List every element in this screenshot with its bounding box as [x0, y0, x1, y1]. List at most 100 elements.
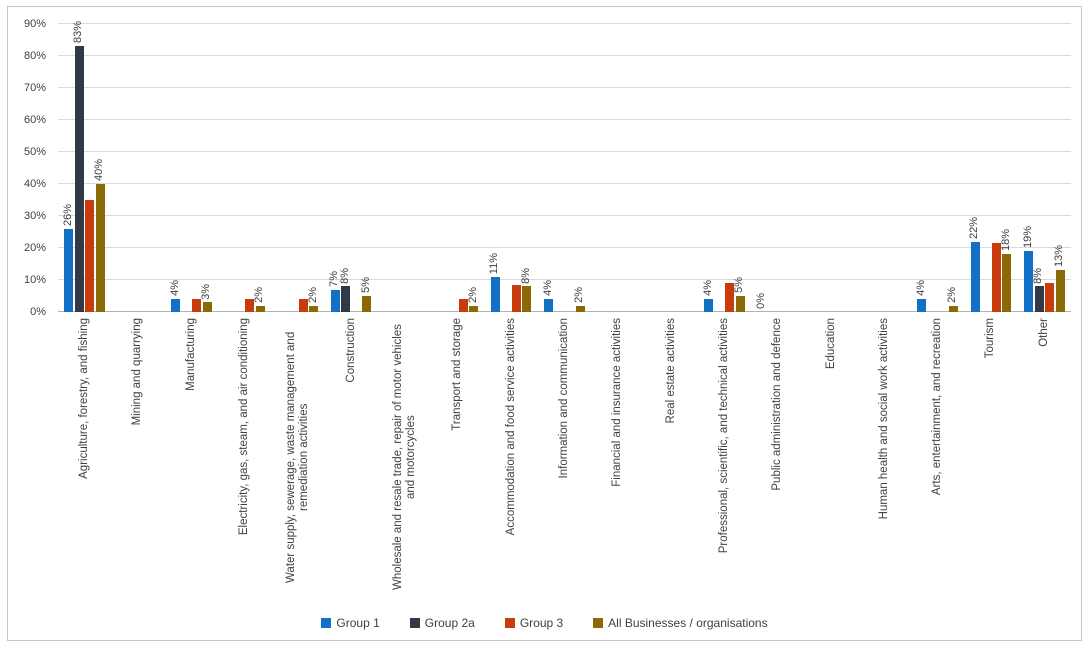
- bar-slot: 5%: [733, 24, 745, 312]
- bar-all-businesses-organisations: [95, 184, 105, 312]
- category-cell: Transport and storage: [431, 318, 484, 602]
- legend-swatch-icon: [321, 618, 332, 628]
- bar-slot: 2%: [466, 24, 479, 312]
- bar-all-businesses-organisations: [575, 305, 585, 312]
- bar-all-businesses-organisations: [522, 286, 532, 312]
- data-label: 5%: [359, 277, 372, 293]
- bar-slot: [981, 24, 990, 312]
- bar-slot: [682, 24, 691, 312]
- bar-slot: [1045, 24, 1055, 312]
- bar-group-3: [245, 299, 255, 312]
- bar-slot: 11%: [488, 24, 500, 312]
- bar-slot: 19%: [1022, 24, 1034, 312]
- bar-slot: [182, 24, 191, 312]
- bar-slot: [928, 24, 937, 312]
- bar-group-3: [511, 284, 521, 312]
- category-label: Mining and quarrying: [131, 318, 144, 426]
- bar-group-1: [917, 299, 927, 312]
- bar-all-businesses-organisations: [469, 305, 479, 312]
- category-cell: Human health and social work activities: [858, 318, 911, 602]
- bar-slot: 0%: [755, 24, 767, 312]
- bar-group-3: [192, 299, 202, 312]
- bar-slot: 8%: [520, 24, 532, 312]
- category-cell: Manufacturing: [165, 318, 218, 602]
- bar-group: 2%: [271, 24, 324, 312]
- bar-slot: [768, 24, 777, 312]
- bar-slot: [298, 24, 308, 312]
- y-tick-label: 20%: [23, 242, 46, 254]
- bar-slot: [789, 24, 798, 312]
- category-cell: Professional, scientific, and technical …: [698, 318, 751, 602]
- bar-slot: [598, 24, 607, 312]
- bar-group: 4% 2%: [538, 24, 591, 312]
- bar-slot: [565, 24, 574, 312]
- category-cell: Information and communication: [538, 318, 591, 602]
- bar-group-2a: [1034, 286, 1044, 312]
- bar-slot: [278, 24, 287, 312]
- bar-group: 4% 2%: [911, 24, 964, 312]
- category-label: Electricity, gas, steam, and air conditi…: [238, 318, 251, 536]
- category-cell: Mining and quarrying: [111, 318, 164, 602]
- legend-item: Group 2a: [409, 616, 475, 630]
- bar-group-1: [544, 299, 554, 312]
- bar-group: 22% 18%: [964, 24, 1017, 312]
- category-axis: Agriculture, forestry, and fishing Mining…: [58, 318, 1071, 602]
- bar-group-3: [458, 299, 468, 312]
- data-label: 4%: [168, 280, 181, 297]
- bar-all-businesses-organisations: [735, 296, 745, 312]
- bar-slot: [555, 24, 564, 312]
- y-axis: 0% 10% 20% 30% 40% 50% 60% 70% 80% 90%: [8, 18, 52, 318]
- bar-all-businesses-organisations: [1002, 254, 1012, 312]
- bar-slot: 4%: [914, 24, 927, 312]
- bar-slot: [384, 24, 393, 312]
- category-cell: Tourism: [964, 318, 1017, 602]
- category-label: Professional, scientific, and technical …: [717, 318, 730, 554]
- bar-slot: [608, 24, 617, 312]
- bar-slot: [438, 24, 447, 312]
- bar-all-businesses-organisations: [1055, 270, 1065, 312]
- category-label: Other: [1037, 318, 1050, 347]
- data-label: 8%: [1032, 267, 1045, 284]
- legend-item: Group 3: [504, 616, 563, 630]
- category-label: Agriculture, forestry, and fishing: [78, 318, 91, 479]
- data-label: 2%: [573, 286, 586, 303]
- bar-slot: 4%: [542, 24, 554, 312]
- bar-group: 0%: [751, 24, 804, 312]
- bar-slot: [128, 24, 137, 312]
- y-tick-label: 10%: [23, 274, 46, 286]
- bar-group: 4% 5%: [698, 24, 751, 312]
- category-label: Education: [824, 318, 837, 370]
- data-label: 40%: [93, 158, 106, 181]
- y-tick-label: 0%: [30, 306, 46, 318]
- bar-slot: 4%: [168, 24, 181, 312]
- bar-slot: 2%: [946, 24, 958, 312]
- bar-group-2a: [341, 286, 351, 312]
- bar-slot: 26%: [62, 24, 74, 312]
- category-label: Water supply, sewerage, waste management…: [284, 331, 310, 583]
- bar-slot: [619, 24, 628, 312]
- category-label: Information and communication: [557, 318, 570, 479]
- bar-group: 2%: [218, 24, 271, 312]
- bar-group: 11% 8%: [485, 24, 538, 312]
- bar-group: [644, 24, 697, 312]
- bar-slot: [85, 24, 95, 312]
- data-label: 8%: [338, 267, 351, 284]
- bar-slot: 22%: [968, 24, 980, 312]
- data-label: 4%: [914, 280, 927, 297]
- category-label: Human health and social work activities: [877, 318, 890, 520]
- category-label: Transport and storage: [451, 318, 464, 431]
- bar-slot: [405, 24, 414, 312]
- data-label: 2%: [466, 286, 479, 303]
- category-cell: Water supply, sewerage, waste management…: [271, 318, 324, 602]
- bar-group: [378, 24, 431, 312]
- category-cell: Financial and insurance activities: [591, 318, 644, 602]
- y-tick-label: 80%: [23, 50, 46, 62]
- category-label: Wholesale and resale trade, repair of mo…: [391, 324, 417, 590]
- category-label: Public administration and defence: [771, 318, 784, 491]
- bar-slot: 2%: [307, 24, 319, 312]
- plot-area: 26% 83% 40% 4% 3% 2% 2% 7% 8% 5% 2% 11% 8% 4% 2% 4% 5% 0%…: [58, 21, 1071, 312]
- category-label: Tourism: [984, 318, 997, 359]
- bar-slot: [715, 24, 724, 312]
- bar-group: 19% 8% 13%: [1018, 24, 1071, 312]
- bar-slot: 4%: [702, 24, 714, 312]
